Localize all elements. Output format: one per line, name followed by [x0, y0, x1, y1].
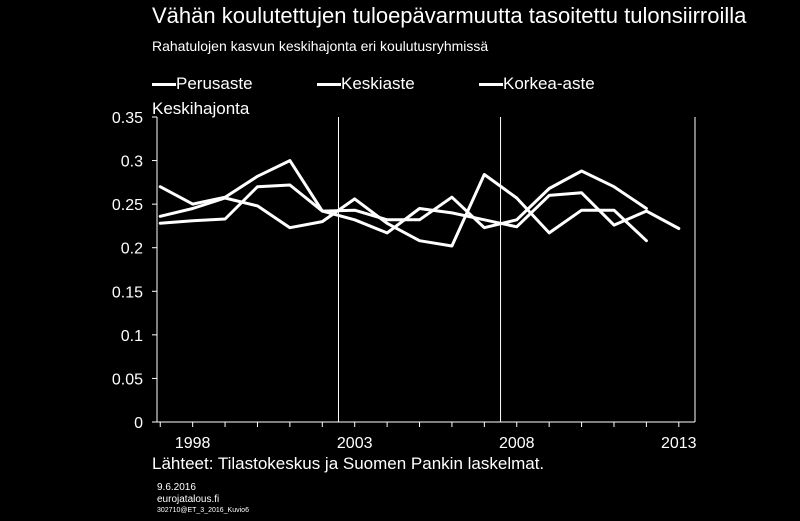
series-line-perusaste: [158, 159, 681, 235]
chart-title: Vähän koulutettujen tuloepävarmuutta tas…: [152, 3, 747, 28]
x-tick-label: 2013: [661, 435, 697, 452]
y-tick-label: 0.3: [121, 154, 143, 171]
x-tick-label: 1998: [175, 435, 211, 452]
chart-subtitle: Rahatulojen kasvun keskihajonta eri koul…: [152, 38, 489, 54]
footer-code: 302710@ET_3_2016_Kuvio6: [157, 507, 249, 514]
legend-label-perusaste: Perusaste: [176, 74, 253, 93]
x-tick-label: 2008: [499, 435, 535, 452]
legend-swatch-keskiaste: [317, 83, 341, 86]
y-tick-label: 0.35: [112, 110, 143, 127]
y-tick-label: 0.2: [121, 241, 143, 258]
y-tick-label: 0.05: [112, 371, 143, 388]
legend-label-korkea-aste: Korkea-aste: [503, 74, 595, 93]
source-note: Lähteet: Tilastokeskus ja Suomen Pankin …: [152, 454, 545, 473]
legend-label-keskiaste: Keskiaste: [341, 74, 415, 93]
footer-date: 9.6.2016: [157, 482, 196, 493]
x-tick-label: 2003: [337, 435, 373, 452]
series-line-korkea-aste: [158, 169, 648, 230]
legend-swatch-korkea-aste: [479, 83, 503, 86]
legend-swatch-perusaste: [152, 83, 176, 86]
y-tick-label: 0.15: [112, 284, 143, 301]
footer-site: eurojatalous.fi: [157, 494, 220, 505]
y-tick-label: 0.1: [121, 328, 143, 345]
y-tick-label: 0.25: [112, 197, 143, 214]
y-axis-title: Keskihajonta: [152, 99, 250, 118]
y-tick-label: 0: [134, 415, 143, 432]
